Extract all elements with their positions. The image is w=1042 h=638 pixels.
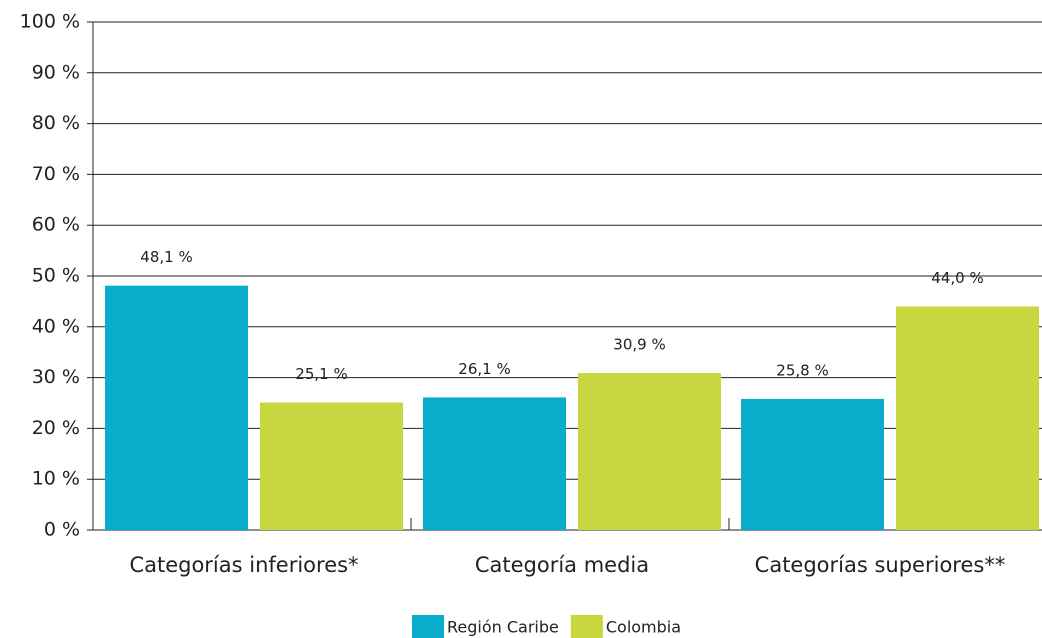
y-tick-label: 60 % — [32, 214, 80, 236]
x-tick-label: Categorías inferiores* — [129, 553, 358, 577]
bar — [741, 398, 884, 530]
x-tick-label: Categoría media — [475, 553, 649, 577]
bar — [423, 397, 566, 530]
bar — [896, 306, 1039, 530]
y-tick-label: 30 % — [32, 366, 80, 388]
value-label: 44,0 % — [931, 269, 983, 287]
value-label: 25,8 % — [776, 361, 828, 379]
x-tick-label: Categorías superiores** — [755, 553, 1006, 577]
bar — [578, 373, 721, 530]
value-label: 48,1 % — [140, 248, 192, 266]
bar — [260, 402, 403, 530]
legend-swatch — [412, 615, 444, 638]
y-tick-label: 20 % — [32, 417, 80, 439]
legend-swatch — [570, 615, 603, 638]
value-label: 30,9 % — [613, 336, 665, 354]
value-label: 25,1 % — [295, 365, 347, 383]
legend-label: Colombia — [606, 618, 681, 637]
y-tick-label: 100 % — [20, 11, 80, 33]
y-tick-label: 90 % — [32, 61, 80, 83]
y-tick-label: 70 % — [32, 163, 80, 185]
legend-label: Región Caribe — [447, 618, 559, 637]
y-tick-label: 40 % — [32, 315, 80, 337]
y-tick-label: 10 % — [32, 468, 80, 490]
bar — [105, 285, 248, 530]
y-tick-label: 80 % — [32, 112, 80, 134]
y-tick-label: 0 % — [44, 519, 80, 541]
value-label: 26,1 % — [458, 360, 510, 378]
y-tick-label: 50 % — [32, 265, 80, 287]
